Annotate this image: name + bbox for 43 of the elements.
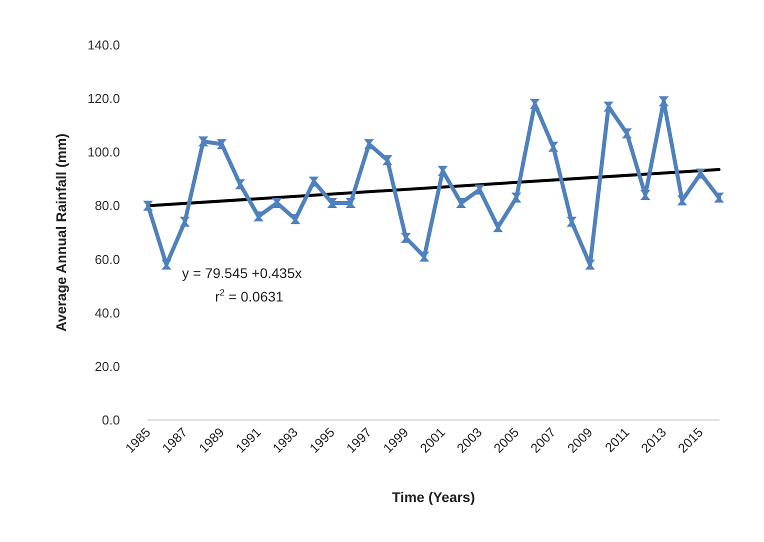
point	[382, 155, 392, 166]
point	[640, 190, 650, 200]
y-tick-label: 40.0	[94, 305, 120, 320]
point	[696, 168, 706, 179]
point	[364, 139, 374, 150]
y-tick-label: 20.0	[94, 358, 120, 374]
point	[254, 211, 264, 222]
point	[308, 176, 319, 187]
point	[511, 192, 522, 203]
point	[622, 128, 632, 138]
point	[290, 214, 300, 224]
x-axis-title: Time (Years)	[392, 489, 476, 505]
point	[658, 96, 669, 106]
point	[548, 142, 558, 152]
y-tick-label: 140.0	[87, 38, 120, 52]
y-tick-label: 0.0	[102, 412, 120, 428]
point	[161, 260, 172, 270]
point	[400, 232, 411, 243]
point	[474, 184, 485, 195]
point	[492, 222, 503, 232]
point	[327, 198, 338, 208]
point	[346, 198, 356, 208]
point	[456, 198, 466, 208]
point	[143, 200, 153, 211]
point	[714, 192, 724, 203]
point	[585, 260, 596, 270]
y-axis-title: Average Annual Rainfall (mm)	[53, 133, 69, 332]
point	[419, 252, 430, 262]
point	[216, 139, 227, 150]
point	[530, 98, 540, 109]
y-tick-label: 80.0	[94, 198, 120, 214]
point	[198, 136, 208, 146]
y-tick-label: 120.0	[87, 91, 120, 106]
point	[677, 195, 688, 206]
point	[603, 102, 614, 112]
point	[272, 198, 282, 208]
y-tick-label: 100.0	[87, 144, 120, 160]
y-tick-label: 60.0	[94, 252, 120, 267]
annotation: y = 79.545 +0.435x	[182, 265, 302, 281]
point	[180, 216, 190, 227]
point	[235, 179, 246, 190]
point	[438, 166, 448, 176]
point	[566, 216, 577, 227]
